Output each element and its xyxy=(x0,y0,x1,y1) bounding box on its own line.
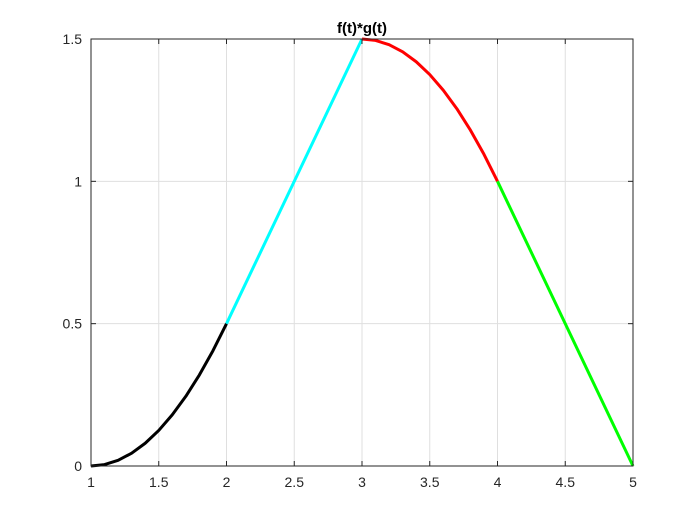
series-line-1 xyxy=(225,38,364,325)
x-tick-label: 4.5 xyxy=(556,474,576,490)
series-layer xyxy=(90,37,635,468)
x-tick-label: 3 xyxy=(358,474,366,490)
series-line-0 xyxy=(90,322,228,468)
y-tick-label: 1.5 xyxy=(63,31,83,47)
y-tick-label: 1 xyxy=(74,173,82,189)
y-tick-label: 0 xyxy=(74,458,82,474)
x-tick-label: 4 xyxy=(494,474,502,490)
x-tick-label: 1.5 xyxy=(149,474,169,490)
x-tick-label: 1 xyxy=(87,474,95,490)
x-tick-label: 2.5 xyxy=(285,474,305,490)
x-tick-label: 3.5 xyxy=(420,474,440,490)
x-tick-label: 2 xyxy=(223,474,231,490)
series-line-2 xyxy=(361,37,499,183)
y-tick-label: 0.5 xyxy=(63,316,83,332)
ticks: 1 1.5 2 2.5 3 3.5 4 4.5 5 0 0.5 1 1.5 xyxy=(63,31,638,490)
x-tick-label: 5 xyxy=(629,474,637,490)
series-line-3 xyxy=(496,180,635,467)
chart-title: f(t)*g(t) xyxy=(337,20,387,37)
